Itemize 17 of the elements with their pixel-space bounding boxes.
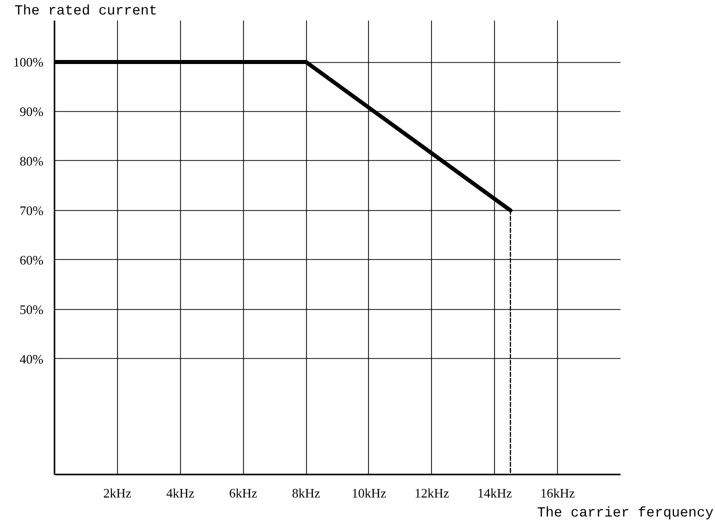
y-tick-label: 60% xyxy=(20,252,44,268)
x-tick-label: 10kHz xyxy=(352,486,387,500)
y-tick-label: 70% xyxy=(20,202,44,218)
y-tick-label: 50% xyxy=(20,302,44,317)
y-tick-label: 40% xyxy=(20,351,44,366)
x-tick-label: 6kHz xyxy=(229,486,258,500)
y-tick-label: 90% xyxy=(20,104,44,119)
x-tick-label: 14kHz xyxy=(477,486,512,500)
x-tick-label: 8kHz xyxy=(292,486,320,500)
y-axis-title: The rated current xyxy=(14,4,158,20)
x-tick-label: 2kHz xyxy=(103,486,132,500)
x-tick-label: 16kHz xyxy=(540,486,576,500)
y-tick-label: 100% xyxy=(13,54,44,70)
x-axis-title: The carrier ferquency xyxy=(537,506,714,521)
y-tick-label: 80% xyxy=(20,153,44,168)
x-tick-label: 4kHz xyxy=(166,486,195,500)
x-tick-label: 12kHz xyxy=(414,486,450,500)
